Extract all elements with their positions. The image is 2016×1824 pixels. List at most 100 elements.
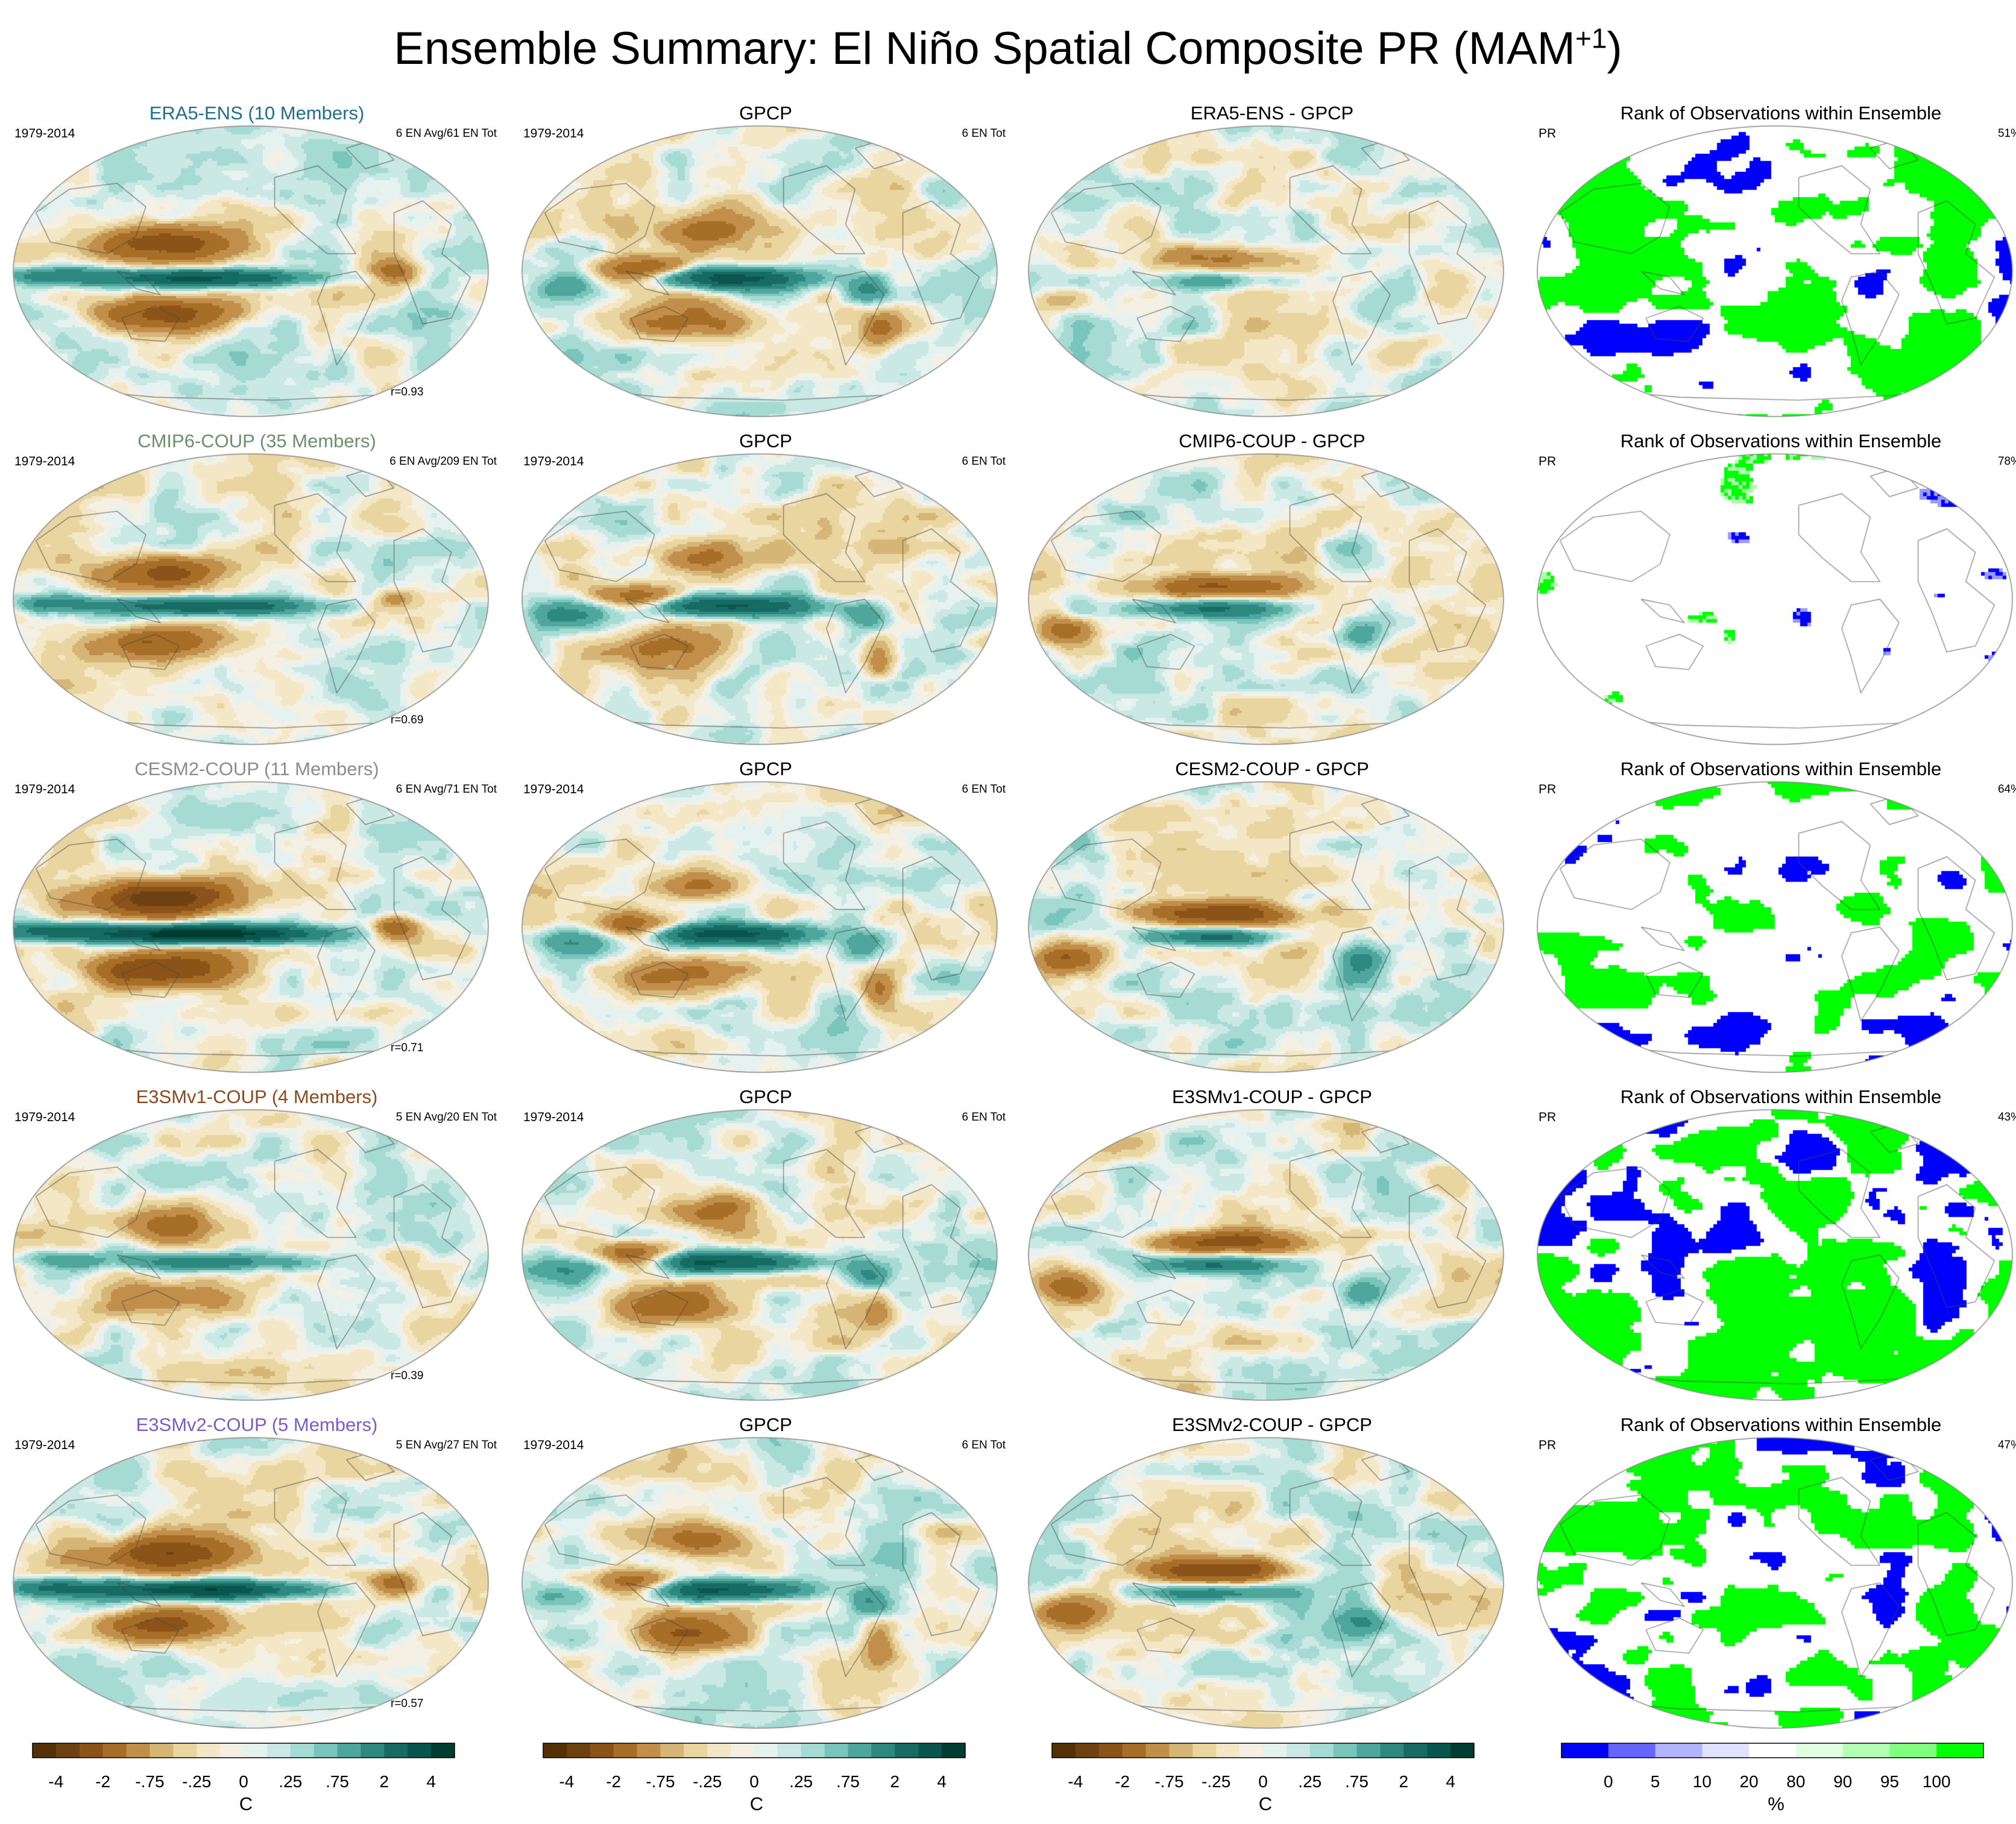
colorbar-tick-label: -.75: [135, 1772, 165, 1791]
colorbar-tick-label: -.75: [646, 1772, 675, 1791]
colorbar-swatch: [731, 1743, 755, 1758]
colorbar-swatch: [126, 1743, 150, 1758]
colorbar-swatch: [590, 1743, 614, 1758]
heatmap-map: [12, 1436, 490, 1729]
colorbar-swatch: [1356, 1743, 1381, 1758]
map-panel-obs: GPCP1979-20146 EN Tot: [514, 426, 1018, 753]
colorbar-tick-label: 20: [1739, 1772, 1759, 1791]
colorbar-tick-label: .25: [1298, 1772, 1322, 1791]
heatmap-map: [12, 1109, 490, 1401]
pattern-correlation: r=0.71: [391, 1042, 424, 1054]
heatmap-map: [1027, 1109, 1505, 1401]
panel-title: GPCP: [739, 1414, 792, 1435]
map-panel-obs: GPCP1979-20146 EN Tot: [514, 1081, 1018, 1409]
colorbar-swatch: [1286, 1743, 1311, 1758]
heatmap-map: [1536, 125, 2014, 418]
panel-title: Rank of Observations within Ensemble: [1620, 1086, 1942, 1107]
colorbar-unit: C: [749, 1793, 764, 1814]
colorbar-swatch: [613, 1743, 638, 1758]
colorbar-swatch: [266, 1743, 291, 1758]
colorbar-swatch: [1098, 1743, 1123, 1758]
colorbar-swatch: [1655, 1743, 1703, 1758]
colorbar-swatches: [543, 1743, 966, 1758]
colorbar-tick-label: 10: [1692, 1772, 1712, 1791]
panel-title: GPCP: [739, 102, 792, 124]
colorbar-frame: [1561, 1743, 1984, 1758]
heatmap-map: [1536, 1436, 2014, 1729]
colorbar: -4 -2 -.75 -.25 0 .25 .75 2 4 C: [30, 1741, 462, 1814]
map-panel-model: CMIP6-COUP (35 Members)1979-20146 EN Avg…: [5, 426, 509, 753]
colorbar-swatch: [1333, 1743, 1358, 1758]
map-panel-obs: GPCP1979-20146 EN Tot: [514, 1409, 1018, 1737]
panel-title: CESM2-COUP (11 Members): [134, 758, 379, 779]
colorbar: -4 -2 -.75 -.25 0 .25 .75 2 4 C: [1050, 1741, 1481, 1814]
colorbar-swatch: [1169, 1743, 1193, 1758]
colorbar-tick-label: 2: [379, 1772, 389, 1791]
colorbar-tick-label: .25: [279, 1772, 303, 1791]
heatmap-map: [12, 453, 490, 746]
colorbar-swatch: [337, 1743, 361, 1758]
panel-title: GPCP: [739, 430, 792, 451]
panel-title: E3SMv1-COUP (4 Members): [136, 1086, 378, 1107]
panel-title: Rank of Observations within Ensemble: [1620, 102, 1942, 124]
heatmap-map: [1027, 453, 1505, 746]
map-panel-model: E3SMv2-COUP (5 Members)1979-20145 EN Avg…: [5, 1409, 509, 1737]
map-panel-rank: Rank of Observations within EnsemblePR43…: [1529, 1081, 2016, 1409]
map-panel-obs: GPCP1979-20146 EN Tot: [514, 98, 1018, 425]
colorbar-tick-label: 80: [1786, 1772, 1806, 1791]
colorbar-swatch: [173, 1743, 197, 1758]
colorbar-swatch: [313, 1743, 338, 1758]
colorbar-swatch: [197, 1743, 221, 1758]
map-panel-rank: Rank of Observations within EnsemblePR51…: [1529, 98, 2016, 425]
figure-title: Ensemble Summary: El Niño Spatial Compos…: [394, 22, 1622, 74]
colorbar-tick-label: -4: [1068, 1772, 1083, 1791]
colorbar-swatch: [1192, 1743, 1217, 1758]
colorbar-swatch: [408, 1743, 432, 1758]
colorbar-tick-label: 4: [426, 1772, 436, 1791]
colorbar-tick-label: 4: [937, 1772, 947, 1791]
heatmap-map: [521, 125, 998, 418]
colorbar-swatch: [244, 1743, 268, 1758]
colorbar-swatch: [824, 1743, 849, 1758]
map-panel-obs: GPCP1979-20146 EN Tot: [514, 753, 1018, 1081]
colorbar-tick-label: -4: [48, 1772, 64, 1791]
colorbar-tick-label: -2: [95, 1772, 111, 1791]
colorbar-swatch: [1263, 1743, 1287, 1758]
colorbar-swatch: [33, 1743, 57, 1758]
colorbar-swatch: [660, 1743, 684, 1758]
colorbar-tick-label: -.25: [1202, 1772, 1231, 1791]
colorbar-swatch: [895, 1743, 919, 1758]
colorbar-swatch: [220, 1743, 244, 1758]
colorbar-swatch: [384, 1743, 408, 1758]
panel-title: CMIP6-COUP (35 Members): [137, 430, 376, 451]
colorbar-tick-label: .75: [836, 1772, 860, 1791]
heatmap-map: [1027, 125, 1505, 418]
colorbar-swatch: [1145, 1743, 1170, 1758]
colorbar-swatch: [79, 1743, 104, 1758]
colorbar-swatches: [1561, 1743, 1984, 1758]
map-panel-diff: CESM2-COUP - GPCP: [1020, 753, 1524, 1081]
pattern-correlation: r=0.93: [391, 386, 424, 398]
heatmap-map: [1536, 781, 2014, 1074]
heatmap-map: [1027, 1436, 1505, 1729]
colorbar-unit: %: [1768, 1793, 1784, 1814]
colorbar-swatch: [777, 1743, 802, 1758]
heatmap-map: [12, 125, 490, 418]
colorbar-tick-label: .75: [1345, 1772, 1369, 1791]
map-panel-model: ERA5-ENS (10 Members)1979-20146 EN Avg/6…: [5, 98, 509, 425]
colorbar-swatch: [361, 1743, 385, 1758]
colorbar-tick-label: -.25: [693, 1772, 722, 1791]
colorbar-swatch: [1608, 1743, 1656, 1758]
colorbar-swatch: [1052, 1743, 1076, 1758]
colorbar-swatch: [1749, 1743, 1797, 1758]
heatmap-map: [521, 1109, 998, 1401]
colorbar-tick-label: 0: [749, 1772, 759, 1791]
pattern-correlation: r=0.39: [391, 1370, 424, 1382]
colorbar-swatch: [102, 1743, 127, 1758]
colorbar-tick-label: 2: [890, 1772, 900, 1791]
panel-title: GPCP: [739, 758, 792, 779]
colorbar-swatch: [918, 1743, 942, 1758]
heatmap-map: [1536, 1109, 2014, 1401]
map-panel-diff: CMIP6-COUP - GPCP: [1020, 426, 1524, 753]
colorbar-tick-label: 0: [1258, 1772, 1268, 1791]
